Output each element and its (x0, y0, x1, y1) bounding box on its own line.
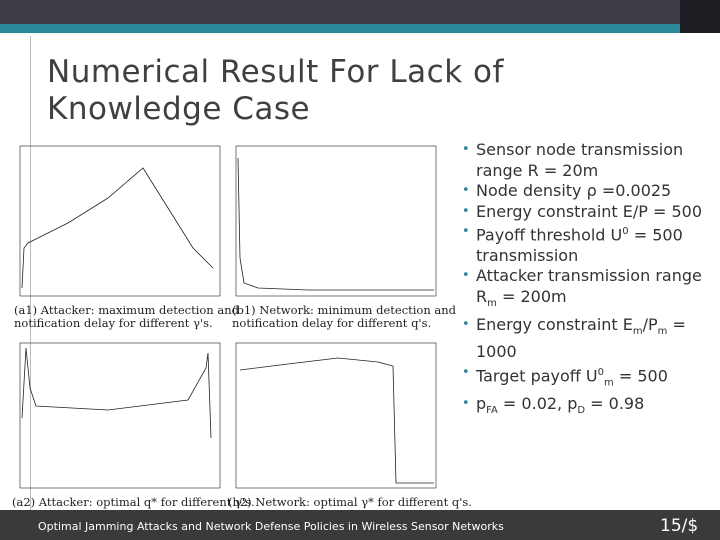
caption-line: (a1) Attacker: maximum detection and (14, 303, 239, 317)
bullet-text: = 0.02, p (497, 393, 578, 413)
bullet-text: 0 (622, 226, 629, 237)
bullet-text: D (577, 404, 586, 416)
plot-frame (235, 342, 437, 489)
bullet-text: Energy constraint E (476, 314, 633, 334)
bullet-text: = 500 transmission (476, 225, 683, 265)
bullet: Payoff threshold U0 = 500 transmission (462, 222, 714, 266)
bullet-text: Payoff threshold U (476, 225, 623, 245)
bullet-text: m (632, 325, 643, 337)
figures (19, 145, 437, 489)
caption: (a1) Attacker: maximum detection and noti… (14, 304, 239, 330)
bullet-text: Target payoff U (476, 366, 598, 386)
corner-block (680, 0, 720, 33)
bullet-text: 0 (597, 366, 604, 378)
bullet-text: = 200m (496, 286, 567, 306)
title-line: Numerical Result For Lack of (47, 54, 504, 90)
plot-curve (239, 357, 434, 484)
top-band (0, 0, 720, 24)
plot-frame (235, 145, 437, 297)
bullet: Node density ρ =0.0025 (462, 181, 714, 202)
slide-title: Numerical Result For Lack of Knowledge Ca… (47, 54, 504, 128)
caption-line: (b2) Network: optimal γ* for different q… (228, 495, 472, 509)
plot-curve (21, 167, 214, 289)
bullet: pFA = 0.02, pD = 0.98 (462, 394, 714, 422)
bullet: Attacker transmission range Rm = 200m (462, 266, 714, 314)
bullet-text: Attacker transmission range R (476, 266, 702, 306)
bullet-text: Node density ρ =0.0025 (476, 181, 672, 200)
bullet-text: /P (642, 314, 658, 334)
plot-curve (21, 347, 212, 439)
bullet: Energy constraint E/P = 500 (462, 202, 714, 223)
caption: (b1) Network: minimum detection and notif… (232, 304, 456, 330)
bullet: Sensor node transmission range R = 20m (462, 140, 714, 181)
caption-line: notification delay for different q's. (232, 316, 432, 330)
bullet-text: FA (486, 404, 498, 416)
bullet-text: = 0.98 (585, 393, 645, 413)
bullet: Energy constraint Em/Pm = 1000 (462, 315, 714, 363)
left-rule (30, 36, 31, 510)
plot-frame (19, 145, 221, 297)
accent-bar (0, 24, 680, 33)
bullet-text: Energy constraint E/P = 500 (476, 201, 703, 221)
caption-line: notification delay for different γ's. (14, 316, 213, 330)
bullet-list: Sensor node transmission range R = 20mNo… (462, 140, 714, 421)
caption-line: (a2) Attacker: optimal q* for different … (12, 495, 255, 509)
bullet-text: = 1000 (476, 314, 686, 362)
bullet-text: p (476, 393, 487, 413)
caption: (a2) Attacker: optimal q* for different … (12, 496, 255, 509)
plot-curve (237, 157, 434, 291)
bullet-text: m (487, 298, 497, 310)
bullet-text: m (604, 377, 614, 389)
title-line: Knowledge Case (47, 91, 311, 127)
bullet-text: m (657, 325, 668, 337)
footer-bar (0, 510, 720, 540)
footer-text: Optimal Jamming Attacks and Network Defe… (38, 520, 504, 533)
bullet: Target payoff U0m = 500 (462, 363, 714, 394)
caption-line: (b1) Network: minimum detection and (232, 303, 457, 317)
plot-frame (19, 342, 221, 489)
bullet-text: Sensor node transmission range R = 20m (476, 140, 684, 180)
page-number: 15/$ (660, 516, 699, 536)
bullet-text: = 500 (613, 366, 668, 386)
caption: (b2) Network: optimal γ* for different q… (228, 496, 472, 509)
